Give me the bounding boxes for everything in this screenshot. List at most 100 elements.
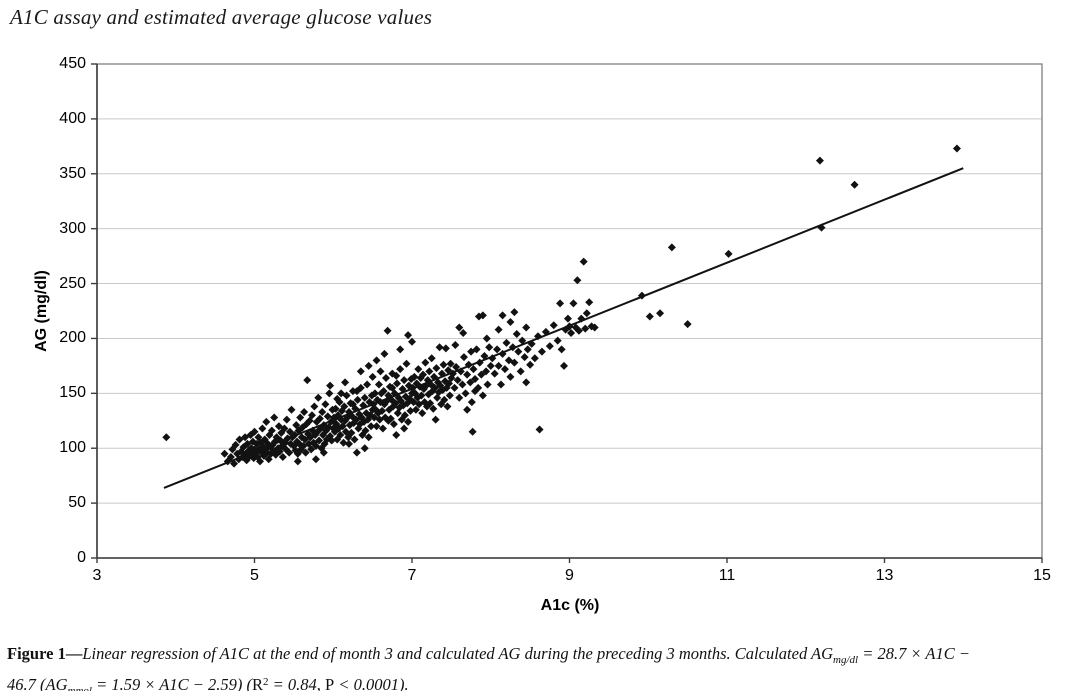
data-point	[414, 365, 423, 374]
plot-border	[96, 63, 1043, 559]
data-point	[553, 336, 562, 345]
data-point	[287, 405, 296, 414]
x-tick-label: 5	[250, 567, 259, 584]
data-point	[451, 341, 460, 350]
data-point	[522, 323, 531, 332]
data-point	[477, 370, 486, 379]
data-point	[579, 257, 588, 266]
data-point	[453, 376, 462, 385]
data-point	[311, 455, 320, 464]
data-point	[419, 370, 428, 379]
data-point	[512, 330, 521, 339]
data-point	[455, 393, 464, 402]
data-point	[537, 347, 546, 356]
data-point	[590, 323, 599, 332]
data-point	[482, 367, 491, 376]
data-point	[408, 337, 416, 346]
data-point	[656, 309, 665, 318]
data-point	[426, 399, 435, 408]
data-point	[220, 449, 229, 458]
data-point	[353, 395, 362, 404]
data-point	[300, 407, 309, 416]
figure-caption: Figure 1—Linear regression of A1C at the…	[7, 643, 1087, 691]
data-point	[345, 439, 353, 448]
data-point	[520, 353, 529, 362]
y-tick-label: 200	[59, 329, 86, 347]
data-point	[258, 424, 267, 433]
x-tick-label: 13	[875, 567, 894, 584]
data-point	[379, 387, 388, 396]
data-point	[388, 383, 397, 392]
data-point	[516, 367, 525, 376]
data-point	[352, 387, 361, 396]
data-point	[307, 445, 316, 454]
y-tick-label: 100	[59, 439, 86, 457]
data-point	[372, 356, 381, 365]
data-point	[645, 312, 654, 321]
data-point	[556, 299, 565, 308]
data-point	[318, 407, 327, 416]
data-point	[574, 326, 583, 335]
data-point	[319, 448, 328, 457]
data-point	[582, 309, 591, 318]
data-point	[459, 353, 468, 362]
data-point	[400, 424, 409, 433]
x-tick-label: 3	[92, 567, 102, 584]
data-point	[301, 448, 310, 457]
data-point	[445, 391, 454, 400]
y-tick-label: 0	[77, 549, 86, 566]
x-tick-label: 9	[565, 567, 574, 584]
data-point	[581, 324, 590, 333]
data-point	[417, 391, 426, 400]
data-point	[331, 404, 340, 413]
data-point	[347, 428, 356, 437]
data-point	[506, 317, 515, 326]
data-point	[514, 347, 523, 356]
data-point	[482, 334, 491, 343]
data-point	[315, 414, 324, 423]
data-point	[293, 457, 302, 466]
data-point	[352, 448, 361, 457]
data-point	[410, 372, 419, 381]
data-point	[490, 369, 499, 378]
data-point	[380, 349, 389, 358]
data-point	[478, 311, 487, 320]
data-point	[303, 376, 312, 385]
data-point	[467, 347, 476, 356]
data-point	[250, 427, 259, 436]
data-point	[443, 402, 452, 411]
data-point	[321, 400, 330, 409]
x-tick-label: 7	[407, 567, 417, 584]
data-point	[563, 314, 572, 323]
data-point	[452, 362, 461, 371]
y-tick-label: 50	[68, 494, 86, 512]
data-point	[425, 367, 434, 376]
y-tick-label: 300	[59, 219, 86, 237]
data-point	[360, 393, 369, 402]
data-point	[339, 438, 348, 447]
y-tick-label: 350	[59, 164, 86, 182]
data-point	[455, 323, 464, 332]
data-point	[384, 416, 393, 425]
data-point	[815, 156, 824, 165]
data-point	[559, 361, 568, 370]
data-point	[461, 389, 470, 398]
data-point	[396, 345, 405, 354]
data-point	[378, 406, 387, 415]
page-title: A1C assay and estimated average glucose …	[10, 5, 433, 29]
data-point	[569, 299, 578, 308]
data-point	[526, 360, 535, 369]
scatter-plot-svg	[91, 63, 1043, 563]
data-point	[360, 444, 369, 453]
data-point	[404, 331, 413, 340]
data-point	[325, 389, 334, 398]
data-point	[361, 426, 370, 435]
y-tick-label: 450	[59, 55, 86, 72]
data-point	[450, 383, 459, 392]
data-point	[285, 448, 294, 457]
data-point	[314, 393, 323, 402]
data-point	[427, 354, 436, 363]
data-point	[567, 328, 576, 337]
data-point	[510, 308, 519, 317]
